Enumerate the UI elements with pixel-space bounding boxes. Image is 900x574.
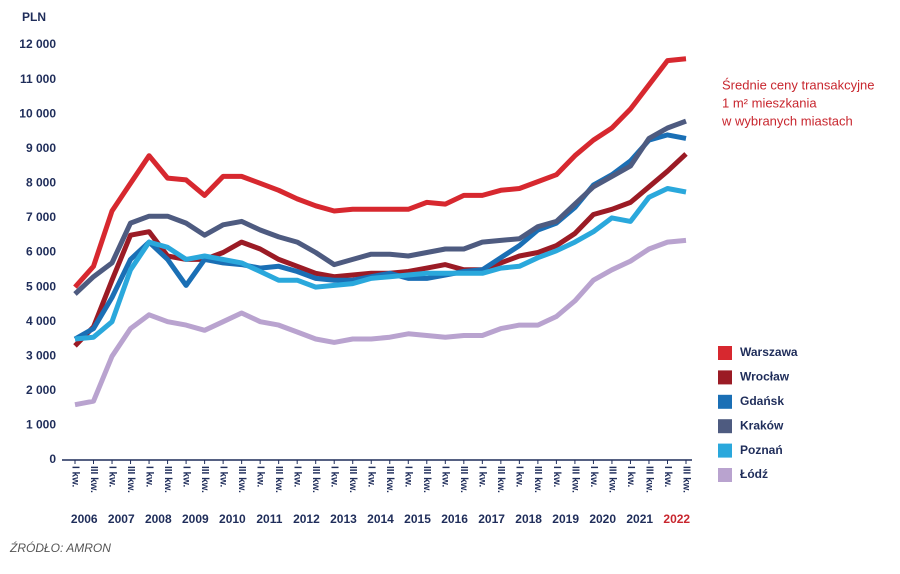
year-label: 2010 (219, 512, 246, 526)
x-tick-label: III kw. (384, 466, 395, 493)
x-tick-label: III kw. (421, 466, 432, 493)
x-tick-label: III kw. (236, 466, 247, 493)
x-tick-label: III kw. (199, 466, 210, 493)
x-tick-label: III kw. (162, 466, 173, 493)
y-tick-label: 9 000 (26, 141, 56, 155)
series-line (74, 186, 687, 342)
x-tick-label: I kw. (625, 466, 636, 488)
y-tick-label: 1 000 (26, 418, 56, 432)
x-tick-label: III kw. (273, 466, 284, 493)
x-tick-label: I kw. (403, 466, 414, 488)
x-tick-label: I kw. (514, 466, 525, 488)
x-tick-label: I kw. (366, 466, 377, 488)
year-label: 2009 (182, 512, 209, 526)
x-tick-label: I kw. (255, 466, 266, 488)
y-tick-label: 0 (49, 452, 56, 466)
year-label: 2011 (256, 512, 282, 526)
x-tick-label: I kw. (180, 466, 191, 488)
y-tick-label: 12 000 (19, 37, 56, 51)
chart-title: 1 m² mieszkania (722, 95, 817, 110)
y-tick-label: 11 000 (20, 72, 56, 86)
x-tick-label: I kw. (106, 466, 117, 488)
series-line (73, 118, 687, 296)
year-label: 2013 (330, 512, 357, 526)
x-tick-label: I kw. (217, 466, 228, 488)
year-label: 2008 (145, 512, 172, 526)
legend-label: Łódź (740, 467, 768, 481)
y-tick-label: 7 000 (26, 210, 56, 224)
x-tick-label: III kw. (347, 466, 358, 493)
x-tick-label: III kw. (643, 466, 654, 493)
x-tick-label: I kw. (662, 466, 673, 488)
legend-label: Wrocław (740, 370, 790, 384)
y-tick-label: 2 000 (26, 383, 56, 397)
year-label: 2022 (663, 512, 690, 526)
unit-label: PLN (22, 10, 46, 24)
x-tick-label: I kw. (588, 466, 599, 488)
x-tick-label: III kw. (310, 466, 321, 493)
legend-label: Poznań (740, 443, 783, 457)
year-label: 2016 (441, 512, 468, 526)
x-tick-label: I kw. (69, 466, 80, 488)
source: ŹRÓDŁO: AMRON (9, 540, 111, 555)
y-tick-label: 10 000 (19, 106, 56, 120)
legend-swatch (718, 370, 732, 385)
year-label: 2015 (404, 512, 431, 526)
x-tick-label: I kw. (292, 466, 303, 488)
year-label: 2007 (108, 512, 135, 526)
x-tick-label: I kw. (329, 466, 340, 488)
y-tick-label: 5 000 (26, 279, 56, 293)
x-tick-label: III kw. (88, 466, 99, 493)
legend-swatch (718, 468, 732, 482)
series-line (73, 56, 687, 289)
year-label: 2019 (552, 512, 579, 526)
legend-label: Gdańsk (740, 394, 784, 408)
x-tick-label: I kw. (477, 466, 488, 488)
year-label: 2021 (626, 512, 653, 526)
x-tick-label: I kw. (143, 466, 154, 488)
series-line (74, 237, 687, 408)
legend-swatch (718, 346, 732, 360)
series-line (73, 132, 687, 342)
x-tick-label: III kw. (532, 466, 543, 493)
y-tick-label: 8 000 (26, 176, 56, 190)
y-tick-label: 4 000 (26, 314, 56, 328)
chart-title: w wybranych miastach (721, 113, 853, 128)
x-tick-label: III kw. (495, 466, 506, 493)
legend-label: Kraków (740, 418, 784, 432)
x-tick-label: I kw. (440, 466, 451, 488)
chart-title: Średnie ceny transakcyjne (722, 77, 874, 92)
year-label: 2014 (367, 512, 394, 526)
legend-swatch (718, 443, 732, 458)
x-tick-label: III kw. (569, 466, 580, 493)
x-tick-label: III kw. (606, 466, 617, 493)
x-tick-label: III kw. (680, 466, 691, 493)
x-tick-label: III kw. (125, 466, 136, 493)
x-tick-label: III kw. (458, 466, 469, 493)
legend-label: Warszawa (740, 345, 798, 359)
year-label: 2018 (515, 512, 542, 526)
year-label: 2006 (71, 512, 98, 526)
year-label: 2012 (293, 512, 320, 526)
x-tick-label: I kw. (551, 466, 562, 488)
legend-swatch (718, 394, 732, 409)
legend-swatch (718, 419, 732, 434)
year-label: 2020 (589, 512, 616, 526)
y-tick-label: 6 000 (26, 245, 56, 259)
year-label: 2017 (478, 512, 505, 526)
y-tick-label: 3 000 (26, 348, 56, 362)
